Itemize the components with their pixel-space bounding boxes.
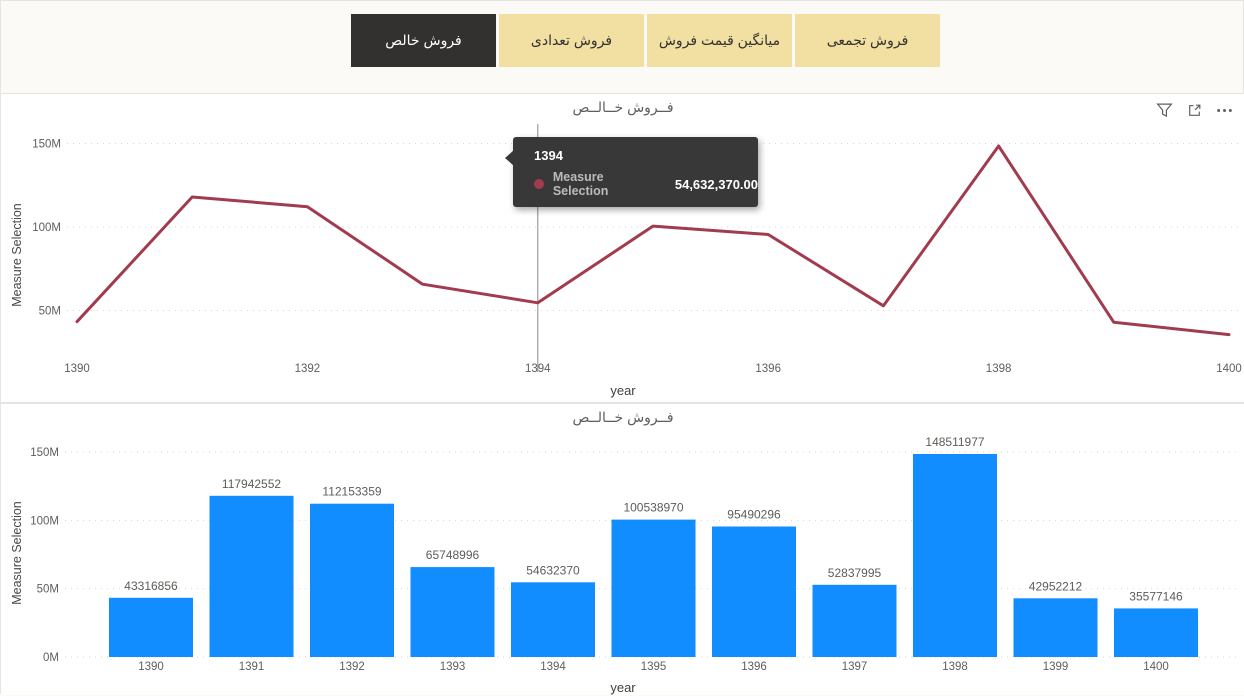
bar-data-label: 112153359: [322, 485, 382, 499]
bar[interactable]: [109, 597, 193, 657]
x-tick-label: 1391: [239, 661, 265, 673]
slicer-button-average-sale-price[interactable]: میانگین قیمت فروش: [647, 14, 792, 67]
slicer-button-cumulative-sales[interactable]: فروش تجمعی: [795, 14, 940, 67]
x-tick-label: 1397: [842, 661, 868, 673]
x-tick-label: 1393: [440, 661, 466, 673]
filter-icon[interactable]: [1156, 102, 1173, 119]
bar-chart-plot: 150M 100M 50M 0M 43316856 1390 117942552 1391 11…: [30, 435, 1241, 673]
x-tick-label: 1392: [339, 661, 365, 673]
series-color-dot: [534, 179, 544, 189]
x-tick-label: 1398: [986, 363, 1012, 375]
line-chart-visual: فــروش خــالــص Measure Selection 150M 10…: [1, 93, 1244, 403]
x-tick-label: 1395: [641, 661, 667, 673]
bar-data-label: 43316856: [124, 579, 178, 593]
bar-data-label: 52837995: [828, 566, 882, 580]
bar[interactable]: [913, 454, 997, 657]
tooltip-year: 1394: [534, 148, 563, 163]
bar[interactable]: [611, 519, 696, 657]
line-chart-plot: 150M 100M 50M 1390 1392 1394 1396 1398 1400: [32, 124, 1242, 375]
bar-chart-x-axis-title: year: [610, 680, 636, 695]
bar-data-label: 35577146: [1129, 589, 1183, 603]
x-tick-label: 1392: [295, 363, 321, 375]
line-chart-x-axis-title: year: [610, 383, 636, 398]
y-tick-label: 100M: [32, 222, 61, 234]
y-tick-label: 150M: [32, 139, 61, 151]
x-tick-label: 1396: [755, 363, 781, 375]
measure-slicer: فروش خالص فروش تعدادی میانگین قیمت فروش …: [351, 14, 940, 67]
x-tick-label: 1394: [540, 661, 566, 673]
y-tick-label: 150M: [30, 447, 59, 459]
bar[interactable]: [1013, 598, 1098, 657]
x-tick-label: 1390: [138, 661, 164, 673]
focus-mode-icon[interactable]: [1186, 102, 1203, 119]
line-chart-title: فــروش خــالــص: [572, 99, 674, 115]
x-tick-label: 1390: [64, 363, 90, 375]
bar-data-label: 95490296: [727, 507, 781, 521]
bar-data-label: 54632370: [526, 563, 580, 577]
y-tick-label: 100M: [30, 515, 59, 527]
y-tick-label: 50M: [37, 584, 59, 596]
line-series[interactable]: [75, 144, 1231, 337]
bar[interactable]: [209, 495, 294, 657]
visual-header: [1156, 102, 1233, 119]
bar[interactable]: [310, 503, 394, 657]
x-tick-label: 1398: [942, 661, 968, 673]
bar[interactable]: [812, 584, 897, 657]
bar-data-label: 42952212: [1029, 579, 1083, 593]
tooltip-row: Measure Selection 54,632,370.00: [534, 170, 758, 198]
x-tick-label: 1396: [741, 661, 767, 673]
x-tick-label: 1400: [1216, 363, 1242, 375]
bar[interactable]: [511, 582, 595, 657]
tooltip: 1394 Measure Selection 54,632,370.00: [505, 137, 758, 207]
bar-data-label: 65748996: [426, 548, 480, 562]
bar[interactable]: [410, 567, 495, 657]
x-tick-label: 1399: [1043, 661, 1069, 673]
bar[interactable]: [1114, 608, 1198, 657]
more-options-icon[interactable]: [1216, 102, 1233, 119]
tooltip-series-name: Measure Selection: [552, 170, 609, 198]
slicer-button-quantity-sales[interactable]: فروش تعدادی: [499, 14, 644, 67]
bar-data-label: 100538970: [623, 501, 683, 515]
tooltip-value: 54,632,370.00: [674, 176, 758, 192]
x-tick-label: 1400: [1143, 661, 1169, 673]
bar-chart-title: فــروش خــالــص: [572, 409, 674, 425]
bar-data-label: 117942552: [222, 477, 282, 491]
slicer-button-net-sales[interactable]: فروش خالص: [351, 14, 496, 67]
bar[interactable]: [712, 526, 796, 658]
bar-data-label: 148511977: [925, 435, 985, 449]
bar-chart-visual: فــروش خــالــص Measure Selection 150M 10…: [1, 403, 1244, 695]
y-tick-label: 0M: [43, 652, 59, 664]
y-tick-label: 50M: [39, 306, 61, 318]
